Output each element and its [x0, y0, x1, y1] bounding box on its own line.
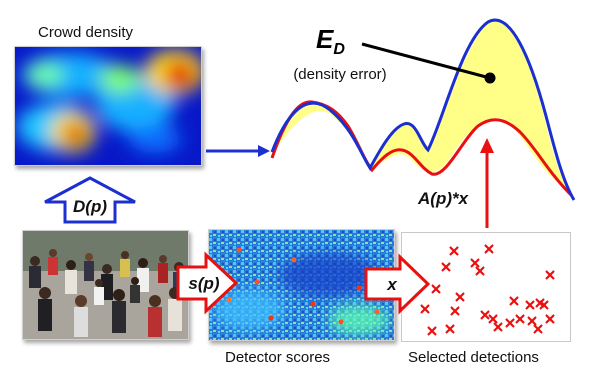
detection-markers [420, 244, 555, 336]
target-density-curve [270, 18, 576, 201]
detection-marker [470, 258, 480, 268]
density-error-region [275, 21, 572, 195]
error-pointer-line [361, 42, 491, 80]
detection-marker [539, 300, 549, 310]
crowd-density-map [14, 46, 202, 166]
score-peaks [226, 247, 380, 325]
detection-marker [480, 310, 490, 320]
selected-detections-caption: Selected detections [408, 349, 539, 366]
projection-arrowhead [480, 138, 494, 153]
detection-marker [445, 324, 455, 334]
detection-marker [475, 266, 485, 276]
score-map-arrow [176, 251, 239, 315]
selection-arrow [364, 253, 431, 315]
detector-scores-map [208, 229, 395, 341]
detection-marker [533, 324, 543, 334]
crowd-density-caption: Crowd density [38, 24, 134, 41]
detection-marker [505, 318, 515, 328]
score-map-arrow-label: s(p) [188, 274, 220, 293]
crowd-people [29, 249, 185, 337]
density-map-arrow [44, 176, 136, 224]
detection-marker [441, 262, 451, 272]
detection-marker [455, 292, 465, 302]
density-map-arrow-label: D(p) [73, 197, 107, 216]
detection-marker [450, 306, 460, 316]
error-pointer-dot [484, 72, 496, 84]
detection-marker [488, 314, 498, 324]
detection-marker [484, 244, 494, 254]
detection-marker [525, 300, 535, 310]
detection-marker [420, 304, 430, 314]
detection-marker [449, 246, 459, 256]
density-error-symbol: ED [316, 24, 345, 58]
projection-label: A(p)*x [417, 189, 470, 208]
detection-marker [493, 322, 503, 332]
detection-marker [545, 270, 555, 280]
detection-marker [527, 316, 537, 326]
selection-arrow-label: x [386, 275, 398, 294]
detection-marker [509, 296, 519, 306]
crowd-photo [22, 230, 189, 340]
selected-detections-panel [401, 232, 571, 342]
density-to-curve-arrowhead [258, 145, 270, 157]
detection-marker [515, 314, 525, 324]
detection-marker [427, 326, 437, 336]
density-error-text: (density error) [293, 66, 386, 83]
detection-marker [545, 314, 555, 324]
detector-scores-caption: Detector scores [225, 349, 331, 366]
detection-marker [431, 284, 441, 294]
